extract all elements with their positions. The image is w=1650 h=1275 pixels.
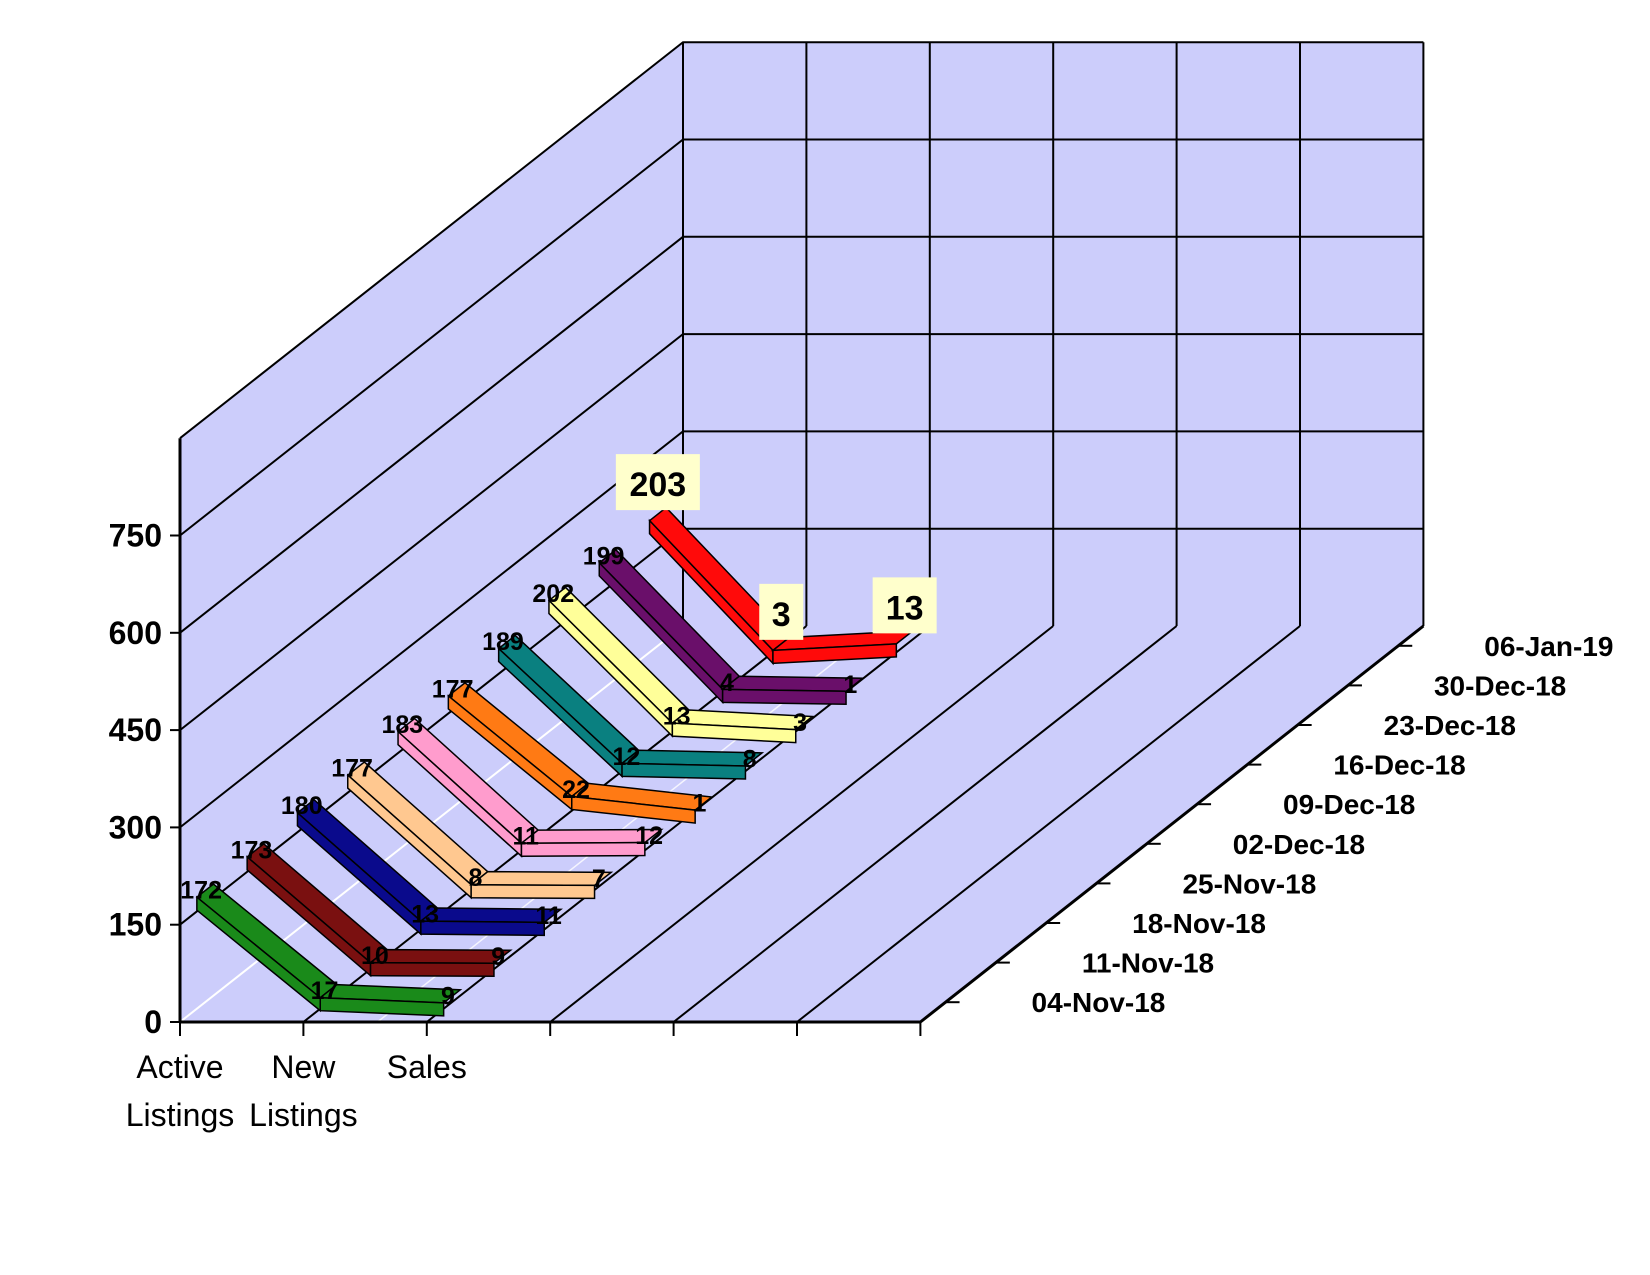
data-label-box [872,577,937,634]
y-tick-label: 0 [144,1004,162,1040]
data-label-box [759,583,804,640]
data-label: 11 [513,823,540,851]
x-category-label: Sales [387,1049,467,1085]
x-category-label: Active Listings [126,1049,235,1133]
data-label: 172 [180,877,222,905]
data-label: 199 [583,542,625,570]
data-label: 22 [562,776,590,804]
depth-series-label: 25-Nov-18 [1182,868,1316,899]
data-label: 173 [231,836,273,864]
y-tick-label: 450 [109,712,162,748]
data-label: 180 [281,792,323,820]
ribbon-front-face [470,883,596,900]
data-label: 1 [692,790,706,818]
chart-series [195,506,916,1017]
depth-series-label: 02-Dec-18 [1233,829,1365,860]
data-label: 13 [886,589,924,627]
data-label: 177 [432,675,474,703]
ribbon-front-face [671,722,797,744]
data-label: 189 [482,628,524,656]
data-label: 1 [843,671,857,699]
depth-series-label: 30-Dec-18 [1434,670,1566,701]
y-tick-label: 300 [109,809,162,845]
series-ribbon [547,586,815,744]
depth-axis-line [919,624,1425,1024]
data-label: 203 [629,466,686,504]
data-label: 17 [311,977,339,1005]
data-label: 10 [361,942,389,970]
series-ribbon [598,548,865,706]
x-category-label: New Listings [249,1049,358,1133]
y-tick-label: 150 [109,907,162,943]
series-ribbon [447,681,714,824]
ribbon-front-face [621,762,747,780]
ribbon-top-face [368,948,513,965]
depth-series-label: 11-Nov-18 [1082,948,1214,979]
data-label: 183 [381,711,423,739]
data-label: 3 [772,596,791,634]
data-label: 9 [441,982,455,1010]
series-ribbon [497,634,765,780]
data-label: 4 [720,669,734,697]
data-label: 8 [468,864,482,892]
data-label: 12 [612,743,640,771]
ribbon-front-face [772,643,898,665]
series-ribbon [195,883,463,1017]
series-ribbon [648,506,916,666]
series-ribbon [296,798,563,937]
data-label: 202 [532,580,574,608]
ribbon-front-face [369,961,495,978]
depth-series-label: 23-Dec-18 [1384,710,1516,741]
depth-series-label: 16-Dec-18 [1333,750,1465,781]
series-ribbon [346,761,614,900]
data-label: 13 [663,703,691,731]
category-gridline-floor [796,625,1301,1023]
data-label: 7 [592,865,606,893]
data-label: 13 [411,901,439,929]
data-label-box [615,454,700,511]
series-ribbon [245,842,513,978]
ribbon-front-face [319,996,445,1017]
ribbon-front-face [721,688,847,706]
data-label: 12 [635,822,663,850]
depth-series-label: 04-Nov-18 [1032,987,1166,1018]
data-label: 11 [535,902,562,930]
y-tick-label: 600 [109,615,162,651]
ribbon-front-face [420,920,546,937]
ribbon-top-face [468,870,614,887]
category-gridline-floor [672,625,1178,1023]
category-gridline-floor [549,625,1054,1023]
data-label: 177 [331,755,373,783]
depth-series-label: 09-Dec-18 [1283,789,1415,820]
data-label: 3 [793,709,807,737]
depth-series-label: 18-Nov-18 [1132,908,1266,939]
data-label: 9 [491,943,505,971]
depth-series-label: 06-Jan-19 [1484,631,1613,662]
y-tick-label: 750 [109,518,162,554]
ribbon-front-face [520,841,646,857]
series-ribbon [396,717,664,858]
data-label: 8 [743,745,757,773]
ribbon-front-face [571,795,696,824]
